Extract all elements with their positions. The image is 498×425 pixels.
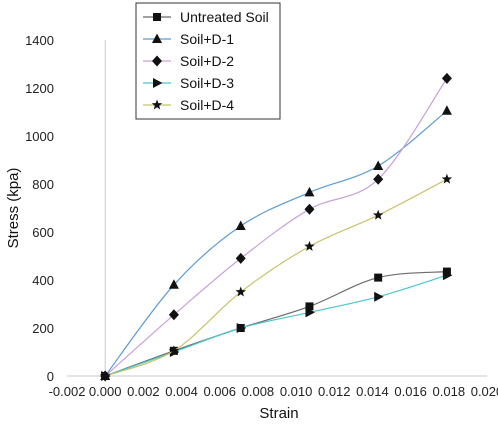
data-point (442, 267, 451, 276)
series-line (104, 110, 448, 377)
series-soil-d-1 (100, 105, 452, 380)
series-layer (99, 72, 453, 382)
legend-marker-icon (151, 99, 163, 110)
data-point (168, 345, 180, 356)
series-line (104, 274, 448, 377)
data-point (442, 270, 453, 281)
legend-label: Untreated Soil (180, 9, 269, 25)
y-tick-label: 1200 (25, 81, 54, 96)
data-point (168, 309, 179, 321)
data-point (168, 279, 179, 289)
data-point (374, 291, 384, 302)
series-line (104, 178, 448, 377)
data-point (304, 186, 315, 197)
data-point (235, 286, 246, 297)
data-point (374, 273, 383, 282)
data-point (235, 220, 246, 230)
data-point (441, 173, 453, 184)
x-tick-label: 0.018 (433, 384, 466, 399)
legend-label: Soil+D-2 (180, 53, 234, 69)
y-tick-label: 600 (32, 225, 54, 240)
x-tick-label: 0.002 (127, 384, 160, 399)
y-tick-labels: 0 200 400 600 800 1000 1200 1400 (25, 33, 54, 384)
legend-item: Soil+D-4 (143, 97, 234, 113)
axes (67, 40, 487, 377)
data-point (236, 323, 247, 333)
legend-item: Soil+D-1 (143, 31, 234, 47)
series-line (104, 271, 447, 377)
y-tick-label: 400 (32, 273, 54, 288)
x-tick-label: 0.004 (165, 384, 198, 399)
legend-label: Soil+D-4 (180, 97, 234, 113)
legend-marker-icon (153, 78, 163, 88)
legend-marker-icon (152, 55, 162, 67)
x-tick-label: -0.002 (49, 384, 86, 399)
x-tick-label: 0.010 (280, 384, 313, 399)
x-tick-label: 0.016 (394, 384, 427, 399)
y-tick-label: 1000 (25, 129, 54, 144)
data-point (305, 307, 315, 318)
x-tick-label: 0.006 (203, 384, 236, 399)
x-tick-label: 0.000 (89, 384, 122, 399)
y-tick-label: 200 (32, 321, 54, 336)
data-point (99, 370, 111, 381)
data-point (373, 160, 384, 170)
data-point (304, 203, 315, 215)
legend: Untreated Soil Soil+D-1 Soil+D-2 Soil+D-3 So… (135, 2, 281, 120)
legend-item: Soil+D-3 (143, 75, 234, 91)
data-point (372, 209, 384, 220)
data-point (441, 105, 452, 115)
y-tick-label: 1400 (25, 33, 54, 48)
x-tick-label: 0.014 (356, 384, 389, 399)
legend-item: Soil+D-2 (143, 53, 234, 69)
x-axis-title: Strain (259, 405, 298, 422)
data-point (304, 240, 315, 251)
legend-label: Soil+D-3 (180, 75, 234, 91)
x-tick-label: 0.008 (242, 384, 275, 399)
y-axis-title: Stress (kpa) (5, 168, 22, 249)
y-tick-label: 800 (32, 177, 54, 192)
series-line (104, 78, 448, 377)
legend-label: Soil+D-1 (180, 31, 234, 47)
data-point (441, 72, 452, 84)
data-point (235, 252, 246, 264)
legend-item: Untreated Soil (143, 9, 269, 25)
series-soil-d-3 (101, 270, 453, 381)
data-point (305, 302, 314, 311)
series-untreated-soil (101, 267, 451, 380)
series-soil-d-4 (99, 173, 453, 381)
x-tick-labels: -0.002 0.000 0.002 0.004 0.006 0.008 0.010 0.01… (49, 384, 498, 399)
data-point (373, 173, 384, 185)
x-tick-label: 0.012 (318, 384, 351, 399)
legend-marker-icon (153, 13, 161, 21)
x-tick-label: 0.020 (471, 384, 498, 399)
y-tick-label: 0 (47, 369, 54, 384)
legend-marker-icon (152, 33, 162, 43)
